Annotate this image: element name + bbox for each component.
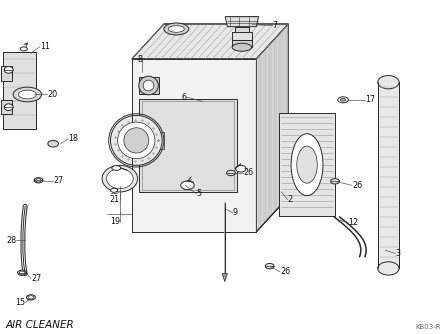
Ellipse shape [232, 43, 252, 51]
Text: 21: 21 [110, 195, 120, 204]
Text: 26: 26 [243, 168, 253, 177]
Text: 15: 15 [15, 298, 25, 307]
Ellipse shape [143, 80, 154, 91]
Text: 20: 20 [47, 90, 58, 99]
Ellipse shape [111, 116, 162, 165]
Text: 11: 11 [40, 42, 50, 51]
Ellipse shape [26, 295, 35, 300]
Text: 3: 3 [396, 249, 401, 258]
Polygon shape [1, 100, 12, 115]
Ellipse shape [4, 104, 13, 111]
Ellipse shape [48, 140, 58, 147]
Ellipse shape [378, 262, 399, 275]
Text: 26: 26 [352, 181, 362, 190]
Polygon shape [132, 24, 289, 59]
Ellipse shape [107, 169, 133, 189]
Polygon shape [227, 17, 259, 19]
Text: 17: 17 [365, 95, 376, 104]
Text: 2: 2 [288, 195, 293, 204]
Text: 26: 26 [280, 267, 290, 276]
Text: 18: 18 [68, 134, 78, 143]
Text: 9: 9 [233, 208, 238, 217]
Polygon shape [279, 113, 335, 216]
Ellipse shape [297, 146, 317, 183]
Ellipse shape [17, 270, 26, 276]
Polygon shape [3, 52, 36, 129]
Ellipse shape [291, 134, 323, 196]
Ellipse shape [168, 26, 184, 32]
Polygon shape [222, 274, 227, 282]
Text: KB03-R: KB03-R [415, 324, 441, 330]
Ellipse shape [340, 99, 346, 101]
Ellipse shape [330, 179, 339, 184]
Text: 6: 6 [182, 93, 186, 102]
Ellipse shape [112, 166, 121, 170]
Ellipse shape [4, 66, 13, 73]
Polygon shape [232, 40, 252, 47]
Text: 28: 28 [6, 236, 16, 245]
Polygon shape [232, 32, 252, 40]
Polygon shape [378, 82, 399, 269]
Text: 27: 27 [31, 274, 41, 283]
Ellipse shape [118, 122, 155, 159]
Text: 8: 8 [137, 55, 142, 64]
Polygon shape [225, 17, 259, 27]
Polygon shape [132, 132, 164, 149]
Ellipse shape [181, 181, 194, 190]
Text: 19: 19 [110, 217, 120, 226]
Ellipse shape [34, 178, 43, 183]
Text: AIR CLEANER: AIR CLEANER [5, 320, 74, 330]
Ellipse shape [139, 76, 158, 95]
Ellipse shape [111, 188, 118, 192]
Ellipse shape [102, 165, 138, 192]
Ellipse shape [378, 75, 399, 89]
Ellipse shape [19, 271, 25, 275]
Ellipse shape [13, 87, 41, 102]
Ellipse shape [36, 179, 41, 182]
Ellipse shape [338, 97, 348, 103]
Polygon shape [256, 24, 289, 232]
Ellipse shape [28, 296, 33, 299]
Text: 12: 12 [348, 218, 359, 227]
Polygon shape [1, 65, 12, 80]
Text: 5: 5 [196, 189, 202, 198]
Polygon shape [132, 59, 256, 232]
Ellipse shape [265, 264, 274, 269]
Ellipse shape [20, 47, 27, 51]
Ellipse shape [227, 170, 235, 176]
Text: 7: 7 [273, 21, 278, 30]
Ellipse shape [18, 90, 36, 99]
Ellipse shape [164, 23, 189, 35]
Ellipse shape [124, 128, 149, 153]
Polygon shape [139, 77, 158, 94]
Polygon shape [235, 27, 249, 32]
Bar [140, 99, 237, 192]
Text: 27: 27 [53, 176, 63, 185]
Ellipse shape [235, 165, 246, 172]
